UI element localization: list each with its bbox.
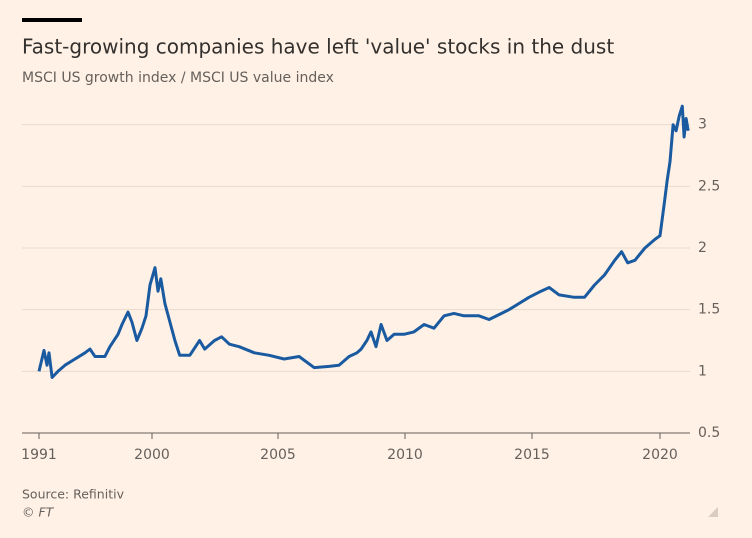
- x-tick-label: 2020: [642, 447, 678, 463]
- x-tick-label: 2005: [260, 447, 296, 463]
- chart-subtitle: MSCI US growth index / MSCI US value ind…: [22, 70, 334, 86]
- y-tick-label: 2: [698, 240, 707, 256]
- x-tick-label: 2000: [134, 447, 170, 463]
- x-tick-label: 2015: [514, 447, 550, 463]
- resize-grip: [708, 507, 718, 517]
- y-tick-label: 1.5: [698, 302, 720, 318]
- y-tick-label: 0.5: [698, 425, 720, 441]
- x-tick-label: 1991: [21, 447, 57, 463]
- x-tick-label: 2010: [387, 447, 423, 463]
- credit: © FT: [22, 505, 55, 520]
- y-tick-label: 3: [698, 117, 707, 133]
- y-tick-label: 2.5: [698, 178, 720, 194]
- chart-title: Fast-growing companies have left 'value'…: [22, 35, 614, 59]
- y-tick-label: 1: [698, 363, 707, 379]
- source: Source: Refinitiv: [22, 487, 125, 502]
- title-bar: [22, 18, 82, 22]
- data-line: [37, 104, 690, 379]
